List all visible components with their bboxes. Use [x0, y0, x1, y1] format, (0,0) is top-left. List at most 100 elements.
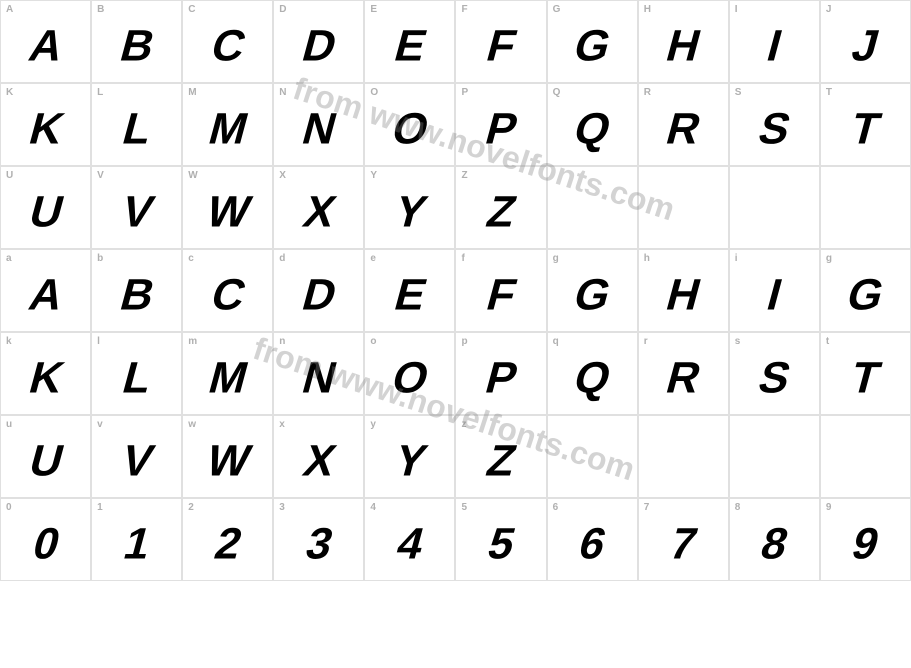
cell-glyph: G [570, 273, 615, 317]
cell-glyph: F [482, 273, 520, 317]
glyph-cell: fF [455, 249, 546, 332]
cell-label: Z [461, 170, 467, 181]
cell-label: E [370, 4, 377, 15]
glyph-cell: AA [0, 0, 91, 83]
glyph-cell: ZZ [455, 166, 546, 249]
cell-label: T [826, 87, 832, 98]
cell-glyph: 3 [301, 522, 336, 566]
glyph-cell: NN [273, 83, 364, 166]
cell-label: 6 [553, 502, 559, 513]
cell-label: N [279, 87, 286, 98]
cell-label: 4 [370, 502, 376, 513]
cell-glyph: V [117, 439, 157, 483]
cell-glyph: 2 [210, 522, 245, 566]
glyph-cell: mM [182, 332, 273, 415]
glyph-cell: 55 [455, 498, 546, 581]
cell-glyph: B [115, 24, 158, 68]
glyph-cell-empty [820, 166, 911, 249]
glyph-cell-empty [729, 166, 820, 249]
cell-label: k [6, 336, 12, 347]
glyph-cell-empty [638, 415, 729, 498]
glyph-cell: yY [364, 415, 455, 498]
glyph-grid: AABBCCDDEEFFGGHHIIJJKKLLMMNNOOPPQQRRSSTT… [0, 0, 911, 581]
glyph-cell: rR [638, 332, 729, 415]
cell-glyph: F [482, 24, 520, 68]
glyph-cell: nN [273, 332, 364, 415]
cell-label: B [97, 4, 104, 15]
cell-glyph: P [481, 107, 521, 151]
cell-glyph: Q [570, 356, 615, 400]
cell-glyph: N [298, 107, 341, 151]
glyph-cell: CC [182, 0, 273, 83]
glyph-cell: 44 [364, 498, 455, 581]
cell-glyph: Z [482, 190, 520, 234]
cell-label: M [188, 87, 196, 98]
cell-glyph: T [847, 356, 885, 400]
cell-glyph: Y [390, 190, 430, 234]
cell-glyph: M [204, 107, 251, 151]
cell-label: r [644, 336, 648, 347]
cell-label: 1 [97, 502, 103, 513]
glyph-cell: 88 [729, 498, 820, 581]
cell-glyph: O [387, 356, 432, 400]
cell-label: d [279, 253, 285, 264]
glyph-cell: 33 [273, 498, 364, 581]
cell-glyph: E [390, 273, 430, 317]
cell-glyph: K [24, 356, 67, 400]
cell-glyph: I [763, 273, 786, 317]
cell-glyph: O [387, 107, 432, 151]
cell-label: v [97, 419, 103, 430]
glyph-cell: 22 [182, 498, 273, 581]
glyph-cell: HH [638, 0, 729, 83]
cell-label: g [553, 253, 559, 264]
cell-glyph: W [202, 190, 254, 234]
glyph-cell: VV [91, 166, 182, 249]
glyph-cell: 11 [91, 498, 182, 581]
glyph-cell: gG [820, 249, 911, 332]
cell-glyph: 1 [119, 522, 154, 566]
cell-label: 2 [188, 502, 194, 513]
cell-glyph: K [24, 107, 67, 151]
cell-label: e [370, 253, 376, 264]
cell-label: K [6, 87, 13, 98]
cell-glyph: 9 [848, 522, 883, 566]
glyph-cell: YY [364, 166, 455, 249]
glyph-cell: oO [364, 332, 455, 415]
cell-glyph: I [763, 24, 786, 68]
glyph-cell: OO [364, 83, 455, 166]
cell-glyph: Z [482, 439, 520, 483]
glyph-cell: cC [182, 249, 273, 332]
cell-glyph: A [24, 24, 67, 68]
cell-glyph: J [848, 24, 883, 68]
cell-label: z [461, 419, 466, 430]
cell-label: y [370, 419, 376, 430]
cell-glyph: U [24, 190, 67, 234]
glyph-cell: II [729, 0, 820, 83]
cell-glyph: R [662, 356, 705, 400]
cell-glyph: 6 [575, 522, 610, 566]
cell-label: G [553, 4, 561, 15]
cell-label: m [188, 336, 197, 347]
glyph-cell-empty [547, 166, 638, 249]
cell-label: Q [553, 87, 561, 98]
cell-label: I [735, 4, 738, 15]
cell-glyph: S [754, 356, 794, 400]
cell-label: n [279, 336, 285, 347]
cell-glyph: X [299, 190, 339, 234]
cell-label: w [188, 419, 196, 430]
glyph-cell: sS [729, 332, 820, 415]
cell-glyph: 8 [757, 522, 792, 566]
cell-glyph: V [117, 190, 157, 234]
glyph-cell-empty [729, 415, 820, 498]
cell-glyph: 5 [483, 522, 518, 566]
glyph-cell: tT [820, 332, 911, 415]
cell-label: f [461, 253, 464, 264]
glyph-cell-empty [820, 415, 911, 498]
cell-glyph: C [206, 273, 249, 317]
glyph-cell: PP [455, 83, 546, 166]
glyph-cell: xX [273, 415, 364, 498]
cell-label: D [279, 4, 286, 15]
cell-label: S [735, 87, 742, 98]
glyph-cell: RR [638, 83, 729, 166]
glyph-cell: KK [0, 83, 91, 166]
